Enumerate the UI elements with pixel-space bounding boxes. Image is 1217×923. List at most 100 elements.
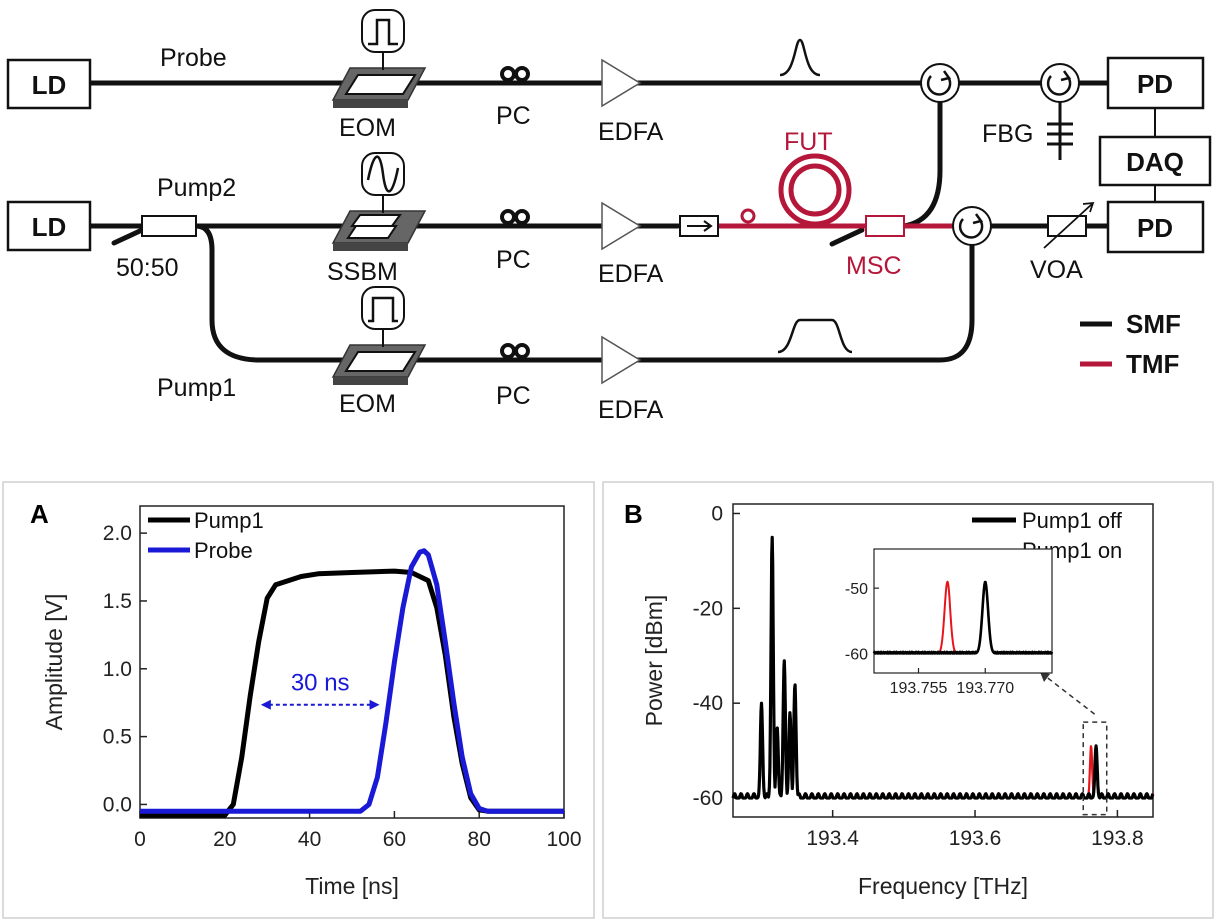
probe-label: Probe bbox=[160, 44, 227, 72]
chart-b-ytick-label: -60 bbox=[693, 787, 723, 810]
chart-a-ylabel: Amplitude [V] bbox=[41, 594, 67, 731]
fut-spool-outer bbox=[778, 153, 852, 227]
chart-b-ytick-label: -40 bbox=[693, 692, 723, 715]
edfa-top-label: EDFA bbox=[598, 118, 664, 146]
chart-b-xtick-label: 193.6 bbox=[949, 827, 1002, 850]
pump1-branch-fiber bbox=[193, 223, 975, 363]
square-pulse-icon bbox=[361, 286, 405, 330]
chart-a-ytick-label: 2.0 bbox=[103, 522, 132, 545]
edfa-mid-icon bbox=[601, 201, 642, 251]
chart-a-arrowhead-right bbox=[369, 699, 380, 710]
coupler-label: 50:50 bbox=[116, 254, 179, 282]
panel-a-frame bbox=[2, 481, 595, 919]
chart-b: 193.4 193.6 193.8 -60 -40 -20 0 Frequency [THz]… bbox=[641, 502, 1155, 899]
chart-a-legend-label: Pump1 bbox=[194, 508, 264, 533]
chart-b-zoom-box bbox=[1082, 721, 1108, 816]
inset-xtick-label: 193.755 bbox=[890, 680, 948, 697]
chart-a-ytick-label: 0.0 bbox=[103, 793, 132, 816]
chart-a-ytick-label: 0.5 bbox=[103, 726, 132, 749]
ld-mid: LD bbox=[6, 200, 92, 252]
ssbm bbox=[331, 210, 427, 251]
circulator-2-icon bbox=[1040, 63, 1080, 103]
circulator-3-icon bbox=[952, 206, 992, 246]
pc-mid-label: PC bbox=[496, 246, 531, 274]
voa-icon bbox=[1043, 201, 1095, 249]
msc-label: MSC bbox=[846, 252, 902, 280]
ld-top-label: LD bbox=[32, 70, 67, 100]
chart-b-series-pump1-off bbox=[731, 535, 1155, 800]
chart-a-arrowhead-left bbox=[260, 699, 271, 710]
chart-b-frame bbox=[732, 503, 1154, 818]
circulator-1-icon bbox=[920, 63, 960, 103]
chart-a-xlabel: Time [ns] bbox=[305, 873, 399, 899]
ld-mid-label: LD bbox=[32, 212, 67, 242]
pc-bottom-icon bbox=[500, 343, 530, 359]
chart-b-ytick-label: -20 bbox=[693, 597, 723, 620]
chart-a-annotation: 30 ns bbox=[291, 670, 350, 697]
fbg-label: FBG bbox=[982, 120, 1033, 148]
chart-b-legend-label: Pump1 off bbox=[1022, 508, 1123, 533]
fbg-icon bbox=[1047, 102, 1073, 160]
probe-pulse-icon bbox=[779, 38, 821, 77]
chart-a: 0 20 40 60 80 100 0.0 0.5 1.0 1.5 2.0 Time [ns] Ampl… bbox=[41, 505, 582, 899]
chart-a-xtick-label: 0 bbox=[134, 828, 146, 851]
chart-a-ytick-label: 1.0 bbox=[103, 658, 132, 681]
pd-bottom: PD bbox=[1106, 200, 1205, 254]
chart-b-xlabel: Frequency [THz] bbox=[858, 873, 1028, 899]
daq-label: DAQ bbox=[1126, 147, 1184, 177]
edfa-bottom-icon bbox=[601, 335, 642, 385]
inset-ytick-label: -60 bbox=[845, 646, 868, 663]
msc-icon bbox=[865, 215, 905, 237]
tmf-fibers bbox=[718, 153, 958, 229]
panel-b-label: B bbox=[624, 499, 643, 529]
msc-stub bbox=[829, 227, 865, 247]
edfa-top-icon bbox=[601, 58, 642, 108]
pd-top-label: PD bbox=[1137, 69, 1173, 99]
ssbm-label: SSBM bbox=[327, 258, 398, 286]
pump1-pulse-icon bbox=[777, 318, 853, 354]
chart-a-xtick-label: 80 bbox=[468, 828, 491, 851]
panel-a-label: A bbox=[30, 499, 49, 529]
fut-spool-inner bbox=[788, 163, 842, 217]
eom-bottom bbox=[331, 344, 427, 385]
chart-a-xtick-label: 20 bbox=[213, 828, 236, 851]
chart-b-ytick-label: 0 bbox=[711, 502, 723, 525]
edfa-bottom-label: EDFA bbox=[598, 396, 664, 424]
fut-loop bbox=[740, 208, 756, 224]
chart-a-frame bbox=[139, 505, 565, 819]
eom-top bbox=[331, 67, 427, 108]
chart-b-zoom-arrow bbox=[1039, 671, 1096, 715]
chart-b-zoom-arrowhead bbox=[1040, 672, 1050, 682]
eom-top-label: EOM bbox=[339, 114, 396, 142]
panel-b-frame bbox=[602, 481, 1214, 919]
fut-label: FUT bbox=[784, 128, 833, 156]
legend-smf-label: SMF bbox=[1126, 309, 1181, 339]
pc-mid-icon bbox=[500, 209, 530, 225]
pump1-label: Pump1 bbox=[157, 374, 236, 402]
pc-top-label: PC bbox=[496, 102, 531, 130]
legend-tmf-label: TMF bbox=[1126, 349, 1179, 379]
daq-box: DAQ bbox=[1098, 135, 1212, 187]
voa-label: VOA bbox=[1030, 256, 1083, 284]
eom-bottom-label: EOM bbox=[339, 390, 396, 418]
isolator-icon bbox=[679, 215, 719, 237]
chart-a-xtick-label: 100 bbox=[546, 828, 581, 851]
pd-top: PD bbox=[1106, 56, 1205, 110]
circulator-link-fiber bbox=[901, 97, 943, 229]
ld-top: LD bbox=[6, 58, 92, 110]
inset-series-pump1-off bbox=[872, 580, 1054, 655]
chart-a-xtick-label: 40 bbox=[298, 828, 321, 851]
chart-a-ytick-label: 1.5 bbox=[103, 590, 132, 613]
inset-xtick-label: 193.770 bbox=[956, 680, 1014, 697]
chart-a-series-probe bbox=[140, 548, 564, 814]
sine-icon bbox=[361, 152, 405, 196]
coupler-stub bbox=[111, 227, 145, 246]
inset-ytick-label: -50 bbox=[845, 581, 868, 598]
chart-a-xtick-label: 60 bbox=[383, 828, 406, 851]
pulse-icon-top bbox=[361, 9, 405, 53]
pd-bottom-label: PD bbox=[1137, 213, 1173, 243]
chart-a-legend-label: Probe bbox=[194, 538, 253, 563]
chart-b-ylabel: Power [dBm] bbox=[641, 595, 667, 727]
chart-b-xtick-label: 193.4 bbox=[806, 827, 859, 850]
coupler-icon bbox=[141, 215, 197, 237]
